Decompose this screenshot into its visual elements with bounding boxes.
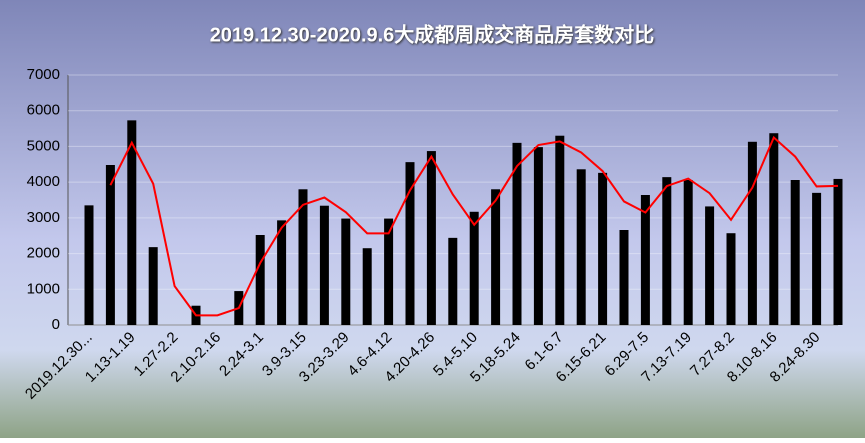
y-tick-label: 4000 (27, 173, 60, 190)
bar (705, 206, 715, 325)
bar (619, 230, 629, 325)
bar (319, 205, 329, 325)
bar (812, 192, 822, 325)
bar (769, 133, 779, 325)
y-tick-label: 7000 (27, 66, 60, 83)
bar (726, 233, 736, 325)
bar (341, 218, 351, 325)
bar (491, 189, 501, 325)
bar (426, 151, 436, 325)
bar (683, 180, 693, 325)
bar (84, 205, 94, 325)
y-tick-label: 2000 (27, 245, 60, 262)
bar (640, 195, 650, 325)
bar (598, 172, 608, 325)
bar (105, 165, 115, 325)
bar (662, 177, 672, 325)
y-tick-label: 5000 (27, 137, 60, 154)
bar (255, 235, 265, 325)
bar (148, 247, 158, 325)
bar (448, 237, 458, 325)
bar (469, 211, 479, 325)
bar (127, 120, 137, 325)
y-tick-label: 0 (52, 316, 60, 333)
line (109, 135, 839, 317)
y-tick-label: 1000 (27, 280, 60, 297)
bar (298, 189, 308, 325)
bar (384, 218, 394, 325)
bar (576, 169, 586, 325)
bar (362, 248, 372, 325)
bar (555, 135, 565, 325)
chart-title: 2019.12.30-2020.9.6大成都周成交商品房套数对比 (210, 22, 655, 46)
bar (277, 220, 287, 325)
bar (833, 178, 843, 325)
bar (533, 147, 543, 325)
y-tick-label: 3000 (27, 209, 60, 226)
bar (512, 142, 522, 325)
bar (747, 141, 757, 325)
bar (790, 180, 800, 325)
y-tick-label: 6000 (27, 102, 60, 119)
bar (405, 162, 415, 325)
